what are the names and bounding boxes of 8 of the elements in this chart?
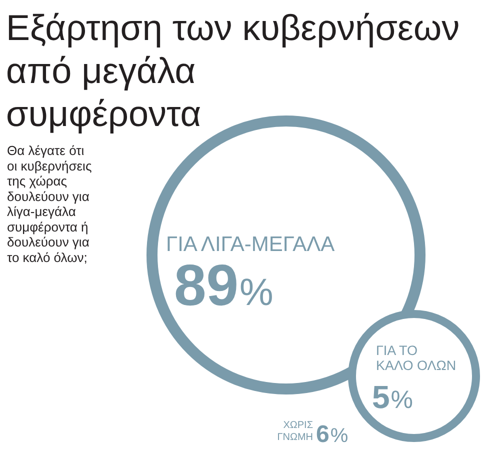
category-label: ΓΙΑ ΤΟ ΚΑΛΟ ΟΛΩΝ	[376, 343, 456, 373]
category-label: ΧΩΡΙΣ ΓΝΩΜΗ	[277, 420, 313, 443]
category-label: ΓΙΑ ΛΙΓΑ-ΜΕΓΑΛΑ	[166, 233, 335, 256]
data-label: 6%	[316, 421, 348, 448]
text: Εξάρτηση των κυβερνήσεων από μεγάλα συμφέροντα	[6, 7, 460, 134]
text: Θα λέγατε ότι οι κυβερνήσεις της χώρας δουλεύουν για λίγα-μεγάλα συμφέροντα ή δουλεύουν για το καλό όλων;	[7, 143, 92, 265]
data-label: 5%	[372, 379, 414, 415]
data-label: 89%	[174, 253, 274, 318]
